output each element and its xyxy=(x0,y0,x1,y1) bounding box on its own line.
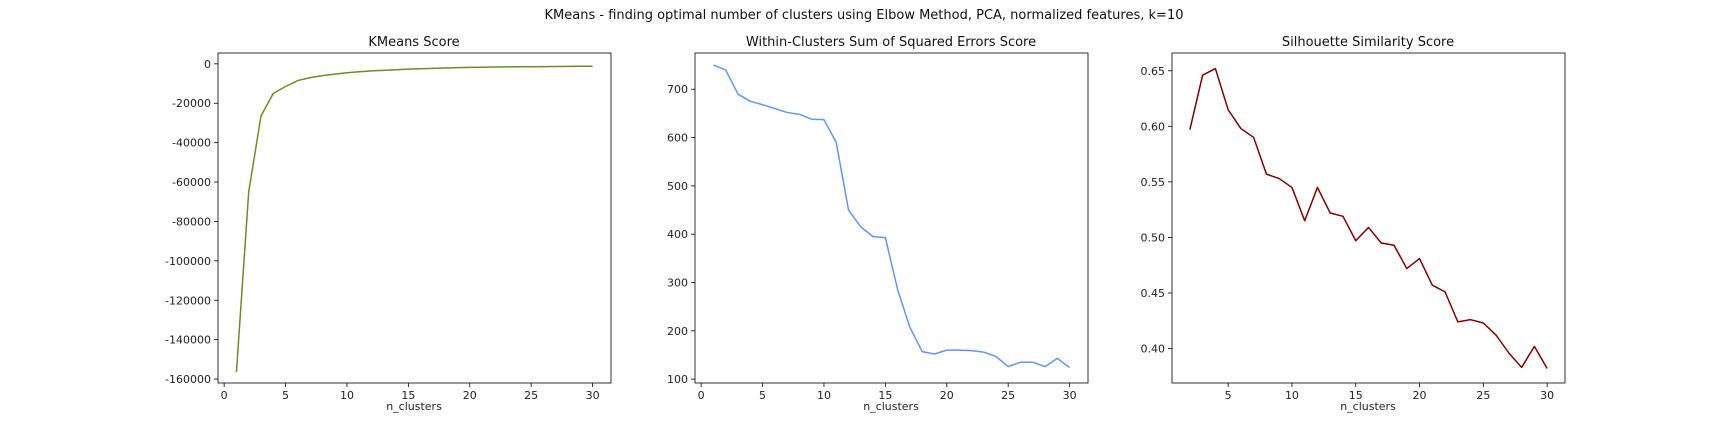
x-tick-label: 25 xyxy=(524,389,538,402)
figure-title: KMeans - finding optimal number of clust… xyxy=(545,8,1184,23)
x-tick-label: 15 xyxy=(878,389,892,402)
y-tick-label: 400 xyxy=(667,228,688,241)
x-axis-label: n_clusters xyxy=(386,400,442,413)
axes-frame xyxy=(1171,52,1566,384)
subplot-title: Within-Clusters Sum of Squared Errors Sc… xyxy=(746,35,1036,50)
x-tick-label: 5 xyxy=(1225,389,1232,402)
x-axis-label: n_clusters xyxy=(1340,400,1396,413)
series-line xyxy=(235,65,593,373)
y-tick-label: -40000 xyxy=(172,137,211,150)
y-tick-label: 600 xyxy=(667,132,688,145)
x-tick-label: 5 xyxy=(282,389,289,402)
x-tick-label: 10 xyxy=(817,389,831,402)
x-tick-label: 30 xyxy=(1540,389,1554,402)
x-tick-label: 15 xyxy=(401,389,415,402)
x-tick-label: 15 xyxy=(1349,389,1363,402)
x-tick-label: 20 xyxy=(463,389,477,402)
x-tick-label: 25 xyxy=(1001,389,1015,402)
x-tick-label: 5 xyxy=(759,389,766,402)
x-tick-label: 20 xyxy=(1413,389,1427,402)
y-tick-label: -80000 xyxy=(172,215,211,228)
x-tick-label: 0 xyxy=(698,389,705,402)
subplot-silhouette-score: Silhouette Similarity Score n_clusters 5… xyxy=(1141,35,1566,413)
subplot-title: Silhouette Similarity Score xyxy=(1282,35,1454,50)
axes-frame xyxy=(217,52,612,384)
y-tick-label: -100000 xyxy=(165,255,211,268)
y-tick-label: 0 xyxy=(204,58,211,71)
y-tick-label: 0.50 xyxy=(1141,231,1166,244)
y-tick-label: 500 xyxy=(667,180,688,193)
subplot-kmeans-score: KMeans Score n_clusters 0 5 10 15 20 25 30 0 -20… xyxy=(165,35,612,413)
x-tick-label: 0 xyxy=(221,389,228,402)
x-axis-label: n_clusters xyxy=(863,400,919,413)
y-tick-label: 200 xyxy=(667,325,688,338)
x-tick-label: 20 xyxy=(940,389,954,402)
y-tick-label: 0.55 xyxy=(1141,176,1166,189)
x-tick-label: 25 xyxy=(1476,389,1490,402)
y-tick-label: -120000 xyxy=(165,294,211,307)
y-tick-label: -20000 xyxy=(172,97,211,110)
y-tick-label: 300 xyxy=(667,277,688,290)
y-tick-label: 700 xyxy=(667,83,688,96)
y-tick-label: 0.40 xyxy=(1141,343,1166,356)
y-tick-label: 0.60 xyxy=(1141,120,1166,133)
subplot-wcss-score: Within-Clusters Sum of Squared Errors Sc… xyxy=(667,35,1089,413)
y-tick-label: 100 xyxy=(667,373,688,386)
x-tick-label: 30 xyxy=(1063,389,1077,402)
x-tick-label: 30 xyxy=(586,389,600,402)
axes-frame xyxy=(694,52,1089,384)
y-tick-label: -140000 xyxy=(165,334,211,347)
series-line xyxy=(1189,67,1548,369)
x-tick-label: 10 xyxy=(1285,389,1299,402)
y-tick-label: -160000 xyxy=(165,373,211,386)
y-tick-label: 0.45 xyxy=(1141,287,1166,300)
subplot-title: KMeans Score xyxy=(368,35,459,50)
series-line xyxy=(713,64,1071,369)
y-tick-label: -60000 xyxy=(172,176,211,189)
x-tick-label: 10 xyxy=(340,389,354,402)
y-tick-label: 0.65 xyxy=(1141,65,1166,78)
